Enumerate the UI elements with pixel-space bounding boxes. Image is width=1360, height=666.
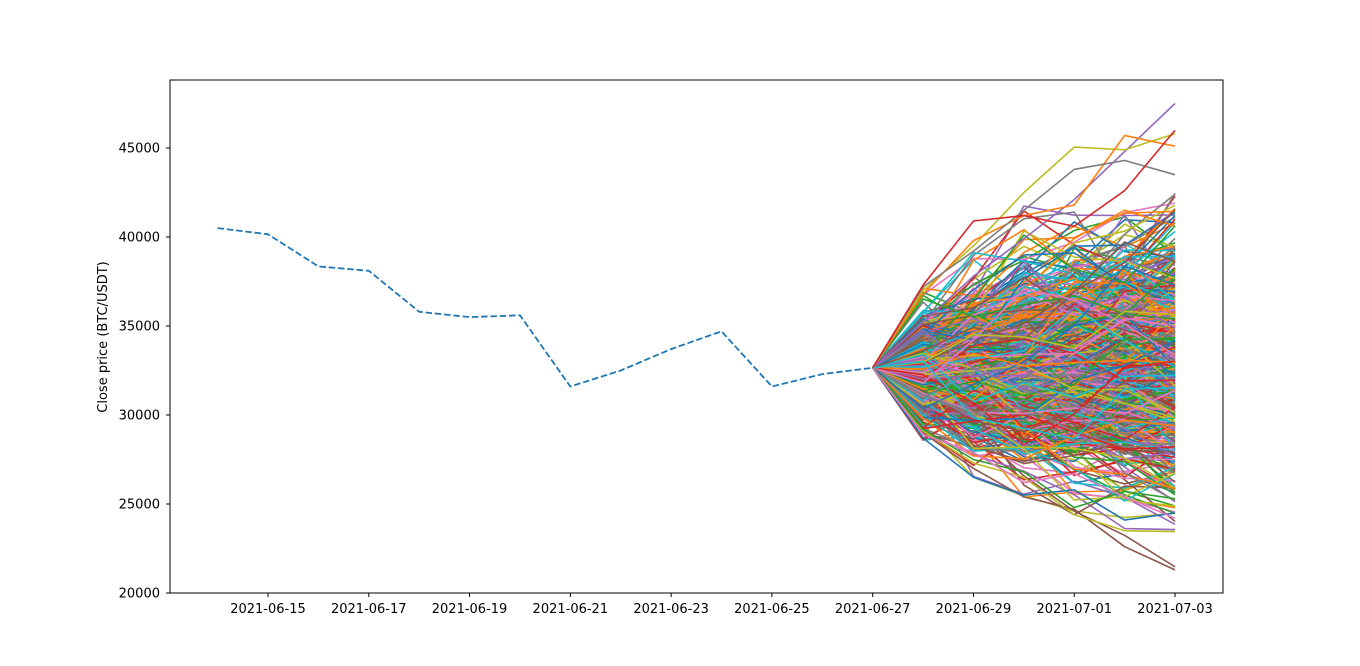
simulation-path bbox=[872, 367, 1176, 419]
simulation-path bbox=[872, 288, 1176, 384]
simulation-path bbox=[872, 367, 1176, 397]
simulation-path bbox=[872, 208, 1176, 369]
simulation-path bbox=[872, 255, 1176, 369]
simulation-path bbox=[872, 360, 1176, 440]
simulation-path bbox=[872, 225, 1176, 369]
simulation-path bbox=[872, 348, 1176, 400]
simulation-path bbox=[872, 309, 1176, 394]
historical-price-line bbox=[217, 227, 873, 388]
simulation-path bbox=[872, 318, 1176, 369]
plot-area bbox=[217, 102, 1176, 571]
axes-frame bbox=[169, 79, 1224, 594]
x-tick-label: 2021-06-21 bbox=[533, 602, 609, 617]
simulation-path bbox=[872, 328, 1176, 433]
x-tick-label: 2021-06-19 bbox=[432, 602, 508, 617]
simulation-path bbox=[872, 329, 1176, 457]
simulation-path bbox=[872, 352, 1176, 419]
simulation-path bbox=[872, 367, 1176, 449]
x-tick-label: 2021-06-29 bbox=[936, 602, 1012, 617]
y-tick-label: 30000 bbox=[119, 409, 160, 424]
simulation-path bbox=[872, 129, 1176, 369]
simulation-path bbox=[872, 312, 1176, 393]
simulation-path bbox=[872, 352, 1176, 370]
simulation-path bbox=[872, 159, 1176, 369]
x-tick-label: 2021-06-23 bbox=[633, 602, 709, 617]
simulation-path bbox=[872, 306, 1176, 369]
simulation-path bbox=[872, 264, 1176, 410]
simulation-path bbox=[872, 320, 1176, 393]
simulation-paths bbox=[872, 102, 1176, 571]
simulation-path bbox=[872, 260, 1176, 369]
simulation-path bbox=[872, 280, 1176, 401]
simulation-path bbox=[872, 367, 1176, 521]
y-tick-label: 25000 bbox=[119, 498, 160, 513]
simulation-path bbox=[872, 367, 1176, 571]
x-tick-label: 2021-06-27 bbox=[835, 602, 911, 617]
simulation-path bbox=[872, 353, 1176, 403]
simulation-path bbox=[872, 102, 1176, 369]
simulation-path bbox=[872, 367, 1176, 509]
simulation-path bbox=[872, 367, 1176, 415]
x-tick-label: 2021-06-17 bbox=[331, 602, 407, 617]
simulation-path bbox=[872, 367, 1176, 533]
x-tick-label: 2021-07-01 bbox=[1036, 602, 1112, 617]
x-tick-label: 2021-06-25 bbox=[734, 602, 810, 617]
simulation-path bbox=[872, 268, 1176, 369]
simulation-path bbox=[872, 308, 1176, 369]
simulation-path bbox=[872, 367, 1176, 453]
x-tick-label: 2021-07-03 bbox=[1137, 602, 1213, 617]
x-tick-label: 2021-06-15 bbox=[230, 602, 306, 617]
y-tick-label: 20000 bbox=[119, 587, 160, 602]
y-tick-label: 35000 bbox=[119, 320, 160, 335]
simulation-path bbox=[872, 295, 1176, 379]
simulation-path bbox=[872, 367, 1176, 460]
y-tick-label: 45000 bbox=[119, 142, 160, 157]
simulation-path bbox=[872, 367, 1176, 519]
y-axis-label: Close price (BTC/USDT) bbox=[96, 261, 111, 412]
x-axis: 2021-06-15 2021-06-17 2021-06-19 2021-06-21… bbox=[230, 593, 1213, 617]
y-axis: 20000 25000 30000 35000 40000 45000 bbox=[119, 142, 170, 602]
simulation-path bbox=[872, 360, 1176, 446]
simulation-path bbox=[872, 133, 1176, 369]
y-tick-label: 40000 bbox=[119, 231, 160, 246]
simulation-path bbox=[872, 367, 1176, 433]
simulation-path bbox=[872, 367, 1176, 514]
